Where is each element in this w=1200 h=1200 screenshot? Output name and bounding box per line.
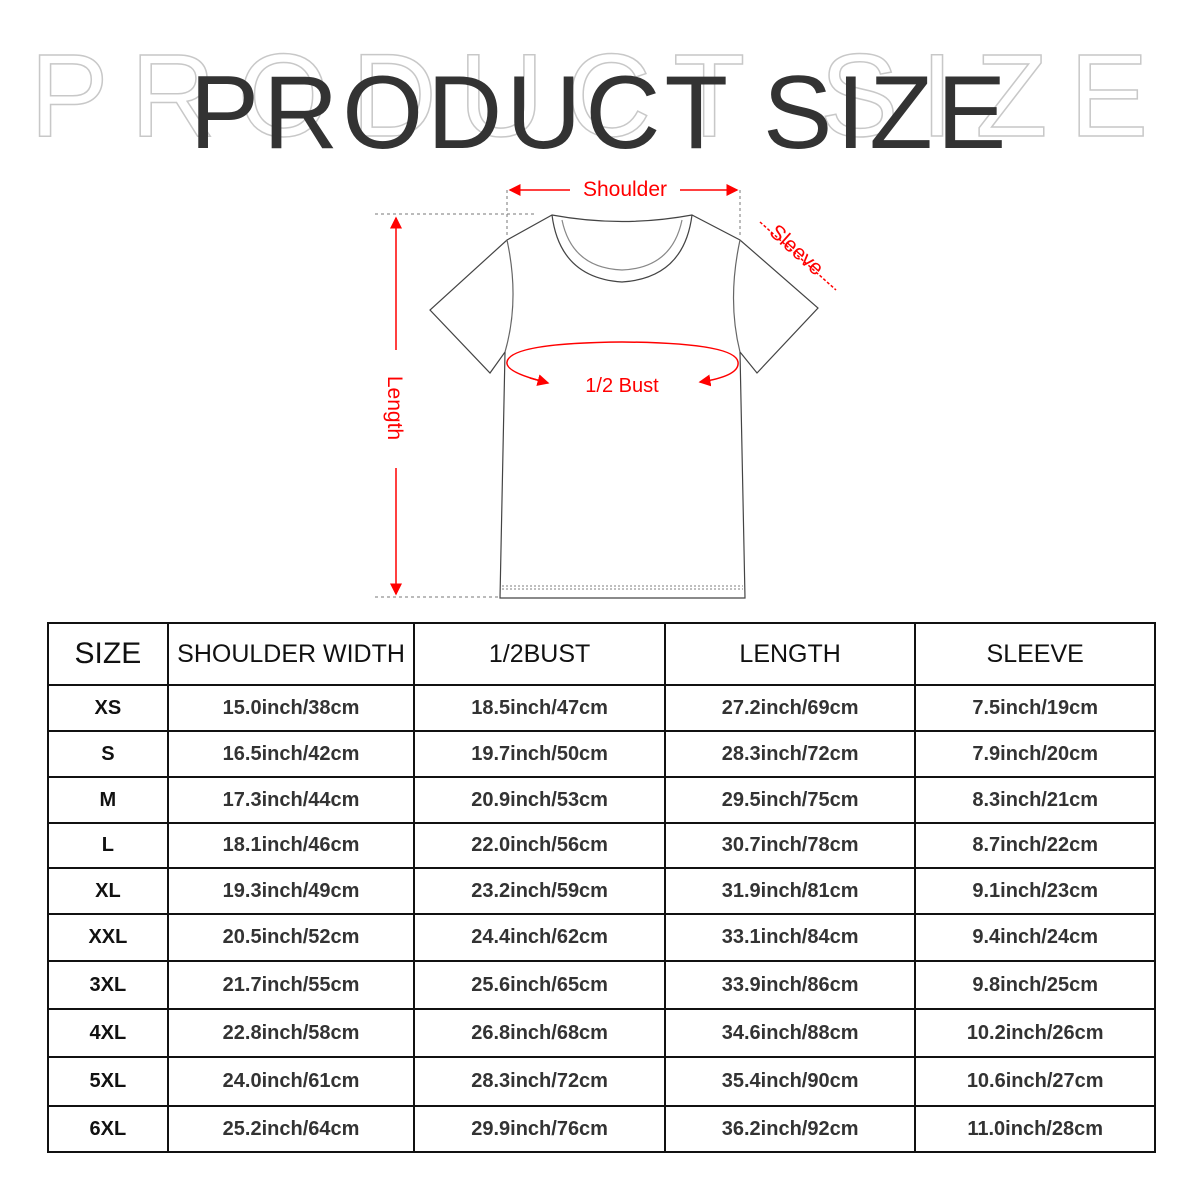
cell-length: 27.2inch/69cm <box>663 684 917 732</box>
cell-sleeve: 8.7inch/22cm <box>914 822 1156 869</box>
cell-length: 33.9inch/86cm <box>663 960 917 1010</box>
cell-bust: 28.3inch/72cm <box>413 1056 666 1107</box>
cell-sleeve: 10.6inch/27cm <box>914 1056 1156 1107</box>
cell-length: 35.4inch/90cm <box>663 1056 917 1107</box>
cell-size: XL <box>47 867 169 915</box>
table-row: XXL 20.5inch/52cm 24.4inch/62cm 33.1inch/84… <box>47 913 1156 962</box>
measure-arrows <box>390 184 837 596</box>
cell-size: XS <box>47 684 169 732</box>
bust-label: 1/2 Bust <box>585 375 659 397</box>
header-size: SIZE <box>47 622 169 686</box>
cell-bust: 23.2inch/59cm <box>413 867 666 915</box>
table-row: 5XL 24.0inch/61cm 28.3inch/72cm 35.4inch/90… <box>47 1056 1156 1107</box>
table-row: 4XL 22.8inch/58cm 26.8inch/68cm 34.6inch/88… <box>47 1008 1156 1058</box>
length-label: Length <box>383 376 406 440</box>
title-outline: PRODUCT SIZE <box>29 29 1171 163</box>
cell-length: 36.2inch/92cm <box>663 1105 917 1153</box>
cell-shoulder-width: 18.1inch/46cm <box>166 822 416 869</box>
cell-shoulder-width: 15.0inch/38cm <box>166 684 416 732</box>
cell-length: 33.1inch/84cm <box>663 913 917 962</box>
table-row: M 17.3inch/44cm 20.9inch/53cm 29.5inch/75cm… <box>47 776 1156 824</box>
header-length: LENGTH <box>663 622 917 686</box>
cell-shoulder-width: 21.7inch/55cm <box>166 960 416 1010</box>
cell-sleeve: 9.4inch/24cm <box>914 913 1156 962</box>
cell-bust: 24.4inch/62cm <box>413 913 666 962</box>
cell-size: S <box>47 730 169 778</box>
cell-size: XXL <box>47 913 169 962</box>
table-row: XL 19.3inch/49cm 23.2inch/59cm 31.9inch/81c… <box>47 867 1156 915</box>
cell-length: 34.6inch/88cm <box>663 1008 917 1058</box>
cell-bust: 26.8inch/68cm <box>413 1008 666 1058</box>
cell-bust: 19.7inch/50cm <box>413 730 666 778</box>
cell-shoulder-width: 16.5inch/42cm <box>166 730 416 778</box>
cell-size: 3XL <box>47 960 169 1010</box>
cell-sleeve: 7.5inch/19cm <box>914 684 1156 732</box>
size-table: SIZE SHOULDER WIDTH 1/2BUST LENGTH SLEEV… <box>47 622 1156 1153</box>
cell-shoulder-width: 17.3inch/44cm <box>166 776 416 824</box>
cell-size: M <box>47 776 169 824</box>
tshirt-diagram: Shoulder Sleeve 1/2 Bust Length <box>375 178 837 599</box>
cell-sleeve: 9.1inch/23cm <box>914 867 1156 915</box>
cell-sleeve: 7.9inch/20cm <box>914 730 1156 778</box>
table-row: S 16.5inch/42cm 19.7inch/50cm 28.3inch/72cm… <box>47 730 1156 778</box>
cell-sleeve: 8.3inch/21cm <box>914 776 1156 824</box>
table-row: XS 15.0inch/38cm 18.5inch/47cm 27.2inch/69c… <box>47 684 1156 732</box>
cell-sleeve: 11.0inch/28cm <box>914 1105 1156 1153</box>
cell-shoulder-width: 25.2inch/64cm <box>166 1105 416 1153</box>
cell-shoulder-width: 22.8inch/58cm <box>166 1008 416 1058</box>
table-row: 6XL 25.2inch/64cm 29.9inch/76cm 36.2inch/92… <box>47 1105 1156 1153</box>
cell-bust: 20.9inch/53cm <box>413 776 666 824</box>
guide-lines <box>375 190 741 598</box>
cell-sleeve: 10.2inch/26cm <box>914 1008 1156 1058</box>
shoulder-label: Shoulder <box>583 178 667 201</box>
cell-length: 30.7inch/78cm <box>663 822 917 869</box>
cell-sleeve: 9.8inch/25cm <box>914 960 1156 1010</box>
cell-size: 5XL <box>47 1056 169 1107</box>
cell-size: 4XL <box>47 1008 169 1058</box>
cell-shoulder-width: 19.3inch/49cm <box>166 867 416 915</box>
table-row: 3XL 21.7inch/55cm 25.6inch/65cm 33.9inch/86… <box>47 960 1156 1010</box>
cell-shoulder-width: 24.0inch/61cm <box>166 1056 416 1107</box>
table-header-row: SIZE SHOULDER WIDTH 1/2BUST LENGTH SLEEV… <box>47 622 1156 686</box>
cell-shoulder-width: 20.5inch/52cm <box>166 913 416 962</box>
cell-bust: 22.0inch/56cm <box>413 822 666 869</box>
page-title: PRODUCT SIZE <box>189 55 1011 171</box>
cell-bust: 25.6inch/65cm <box>413 960 666 1010</box>
cell-length: 31.9inch/81cm <box>663 867 917 915</box>
header-sleeve: SLEEVE <box>914 622 1156 686</box>
header-shoulder-width: SHOULDER WIDTH <box>166 622 416 686</box>
tshirt-outline <box>429 214 819 599</box>
cell-length: 29.5inch/75cm <box>663 776 917 824</box>
cell-bust: 18.5inch/47cm <box>413 684 666 732</box>
sleeve-label: Sleeve <box>765 220 828 280</box>
cell-size: 6XL <box>47 1105 169 1153</box>
cell-size: L <box>47 822 169 869</box>
table-row: L 18.1inch/46cm 22.0inch/56cm 30.7inch/78cm… <box>47 822 1156 869</box>
header-bust: 1/2BUST <box>413 622 666 686</box>
cell-bust: 29.9inch/76cm <box>413 1105 666 1153</box>
cell-length: 28.3inch/72cm <box>663 730 917 778</box>
